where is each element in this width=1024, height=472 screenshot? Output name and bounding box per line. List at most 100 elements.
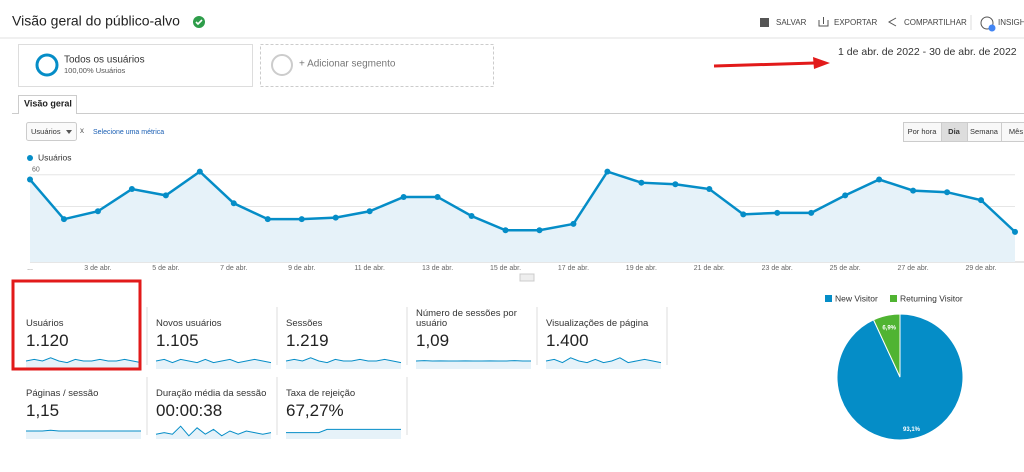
line <box>29 169 1016 233</box>
annotation-arrow <box>713 61 816 68</box>
dropdown-caret <box>66 130 72 134</box>
metric-label: Novos usuários <box>156 318 222 329</box>
y-tick-label: 60 <box>32 167 40 174</box>
sparkline-area <box>156 359 271 369</box>
point <box>60 216 67 223</box>
metric-label: Usuários <box>26 318 64 329</box>
point <box>230 200 237 207</box>
point <box>740 211 747 218</box>
point <box>706 186 713 193</box>
point <box>876 176 883 183</box>
verified-check <box>195 19 203 26</box>
point <box>332 214 339 221</box>
legend-label[interactable]: Returning Visitor <box>900 293 963 303</box>
sparkline-area <box>26 430 141 439</box>
metric-value: 1.400 <box>546 331 589 350</box>
action-export[interactable]: EXPORTAR <box>834 18 877 27</box>
page-title: Visão geral do público-alvo <box>12 13 180 29</box>
metric-label: Duração média da sessão <box>156 388 267 399</box>
line-chart: 204060...3 de abr.5 de abr.7 de abr.9 de… <box>27 167 1024 272</box>
metric-value: 00:00:38 <box>156 401 223 420</box>
add-segment-card[interactable] <box>260 44 494 87</box>
x-tick-label: 23 de abr. <box>762 265 793 272</box>
chart-resize-handle[interactable] <box>519 273 535 282</box>
x-tick-label: 17 de abr. <box>558 265 589 272</box>
metric-remove[interactable]: x <box>80 126 84 135</box>
export-icon[interactable] <box>818 17 829 27</box>
granularity-label[interactable]: Dia <box>948 127 961 136</box>
add-segment[interactable]: + Adicionar segmento <box>299 59 396 70</box>
point <box>536 227 543 234</box>
granularity-buttons: Por hora Dia Semana Mês <box>903 122 1024 142</box>
metric-selected[interactable]: Usuários <box>31 127 61 136</box>
point <box>944 189 951 196</box>
point <box>638 179 645 186</box>
metric-label: Páginas / sessão <box>26 388 99 399</box>
legend-swatch[interactable] <box>890 295 897 302</box>
share-icon[interactable] <box>887 17 897 27</box>
metric-label: Taxa de rejeição <box>286 388 356 399</box>
x-tick-label: 7 de abr. <box>220 265 247 272</box>
granularity-button[interactable] <box>1001 122 1024 142</box>
point <box>264 216 271 223</box>
sparkline-area <box>546 357 661 369</box>
granularity-label[interactable]: Semana <box>970 127 999 136</box>
segment-detail: 100,00% Usuários <box>64 66 126 75</box>
action-share[interactable]: COMPARTILHAR <box>904 18 967 27</box>
x-tick-label: 9 de abr. <box>288 265 315 272</box>
point <box>774 209 781 216</box>
point <box>162 192 169 199</box>
point <box>366 208 373 215</box>
segment-name[interactable]: Todos os usuários <box>64 55 145 66</box>
granularity-label[interactable]: Por hora <box>908 127 938 136</box>
date-range[interactable]: 1 de abr. de 2022 - 30 de abr. de 2022 <box>838 46 1017 58</box>
point <box>94 208 101 215</box>
area <box>30 171 1015 262</box>
x-tick-label: 11 de abr. <box>354 265 385 272</box>
x-tick-label: 27 de abr. <box>898 265 929 272</box>
pie-value-label: 93,1% <box>903 427 921 433</box>
save-icon[interactable] <box>760 18 769 27</box>
sparkline-area <box>156 426 271 439</box>
sparkline-area <box>416 360 531 369</box>
metric-label: Número de sessões por usuário <box>416 308 517 329</box>
tab-label[interactable]: Visão geral <box>24 98 72 108</box>
highlight-box <box>11 279 142 371</box>
x-tick-label: 29 de abr. <box>965 265 996 272</box>
legend-label: Usuários <box>38 152 72 162</box>
pie-chart: 93,1% 6,9% New Visitor Returning Visitor <box>825 293 964 441</box>
metric-label: Sessões <box>286 318 323 329</box>
add-segment-icon <box>271 54 293 76</box>
legend-swatch <box>27 155 33 161</box>
pie-slice[interactable] <box>872 313 901 378</box>
point <box>842 192 849 199</box>
sparkline <box>285 357 402 364</box>
metric-value: 67,27% <box>286 401 344 420</box>
granularity-label[interactable]: Mês <box>1009 127 1023 136</box>
sparkline <box>155 425 272 437</box>
action-insights[interactable]: INSIGHTS <box>998 18 1024 27</box>
point <box>196 168 203 175</box>
point <box>502 227 509 234</box>
pie-value-label: 6,9% <box>882 325 896 331</box>
x-tick-label: 13 de abr. <box>422 265 453 272</box>
metric-value: 1.219 <box>286 331 329 350</box>
point <box>978 197 985 204</box>
sparkline-area <box>286 429 401 439</box>
sparkline-area <box>286 357 401 369</box>
x-tick-label: ... <box>27 265 33 272</box>
sparkline-area <box>26 357 141 369</box>
legend-label[interactable]: New Visitor <box>835 293 878 303</box>
metric-label: Visualizações de página <box>546 318 649 329</box>
metric-dropdown[interactable] <box>26 122 77 141</box>
legend-swatch[interactable] <box>825 295 832 302</box>
x-tick-label: 21 de abr. <box>694 265 725 272</box>
insights-badge <box>988 24 996 32</box>
point <box>128 186 135 193</box>
insights-icon[interactable] <box>980 16 994 30</box>
action-save[interactable]: SALVAR <box>776 18 807 27</box>
metric-add[interactable]: Selecione uma métrica <box>93 129 164 136</box>
point <box>604 168 611 175</box>
point <box>1012 228 1018 235</box>
